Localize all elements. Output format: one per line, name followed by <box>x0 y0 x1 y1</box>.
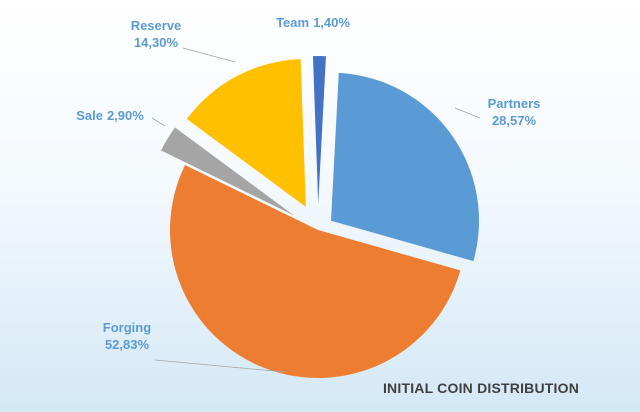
data-label-value: 52,83% <box>105 337 150 352</box>
leader-line-sale <box>151 117 166 127</box>
data-label-team: Team 1,40% <box>276 15 350 30</box>
pie-slice-sale <box>161 127 295 216</box>
data-label-value: 2,90% <box>107 108 144 123</box>
data-label-name: Partners <box>488 96 541 111</box>
data-label-name: Forging <box>103 320 151 335</box>
data-label-value: 14,30% <box>134 35 179 50</box>
data-label-sale: Sale 2,90% <box>76 108 144 123</box>
data-label-partners: Partners 28,57% <box>488 96 541 128</box>
data-label-reserve: Reserve 14,30% <box>131 18 182 50</box>
leader-line-partners <box>454 107 481 119</box>
pie-slice-team <box>312 56 326 205</box>
chart-title: INITIAL COIN DISTRIBUTION <box>382 380 580 396</box>
data-label-value: 28,57% <box>492 113 537 128</box>
data-label-name: Reserve <box>131 18 182 33</box>
pie-slice-reserve <box>186 59 306 207</box>
pie-slice-forging <box>170 165 461 378</box>
pie-slice-partners <box>331 72 480 262</box>
data-label-name: Team <box>276 15 309 30</box>
data-label-name: Sale <box>76 108 103 123</box>
leader-line-reserve <box>182 47 236 63</box>
data-label-forging: Forging 52,83% <box>103 320 151 352</box>
leader-line-forging <box>154 359 286 373</box>
data-label-value: 1,40% <box>313 15 350 30</box>
